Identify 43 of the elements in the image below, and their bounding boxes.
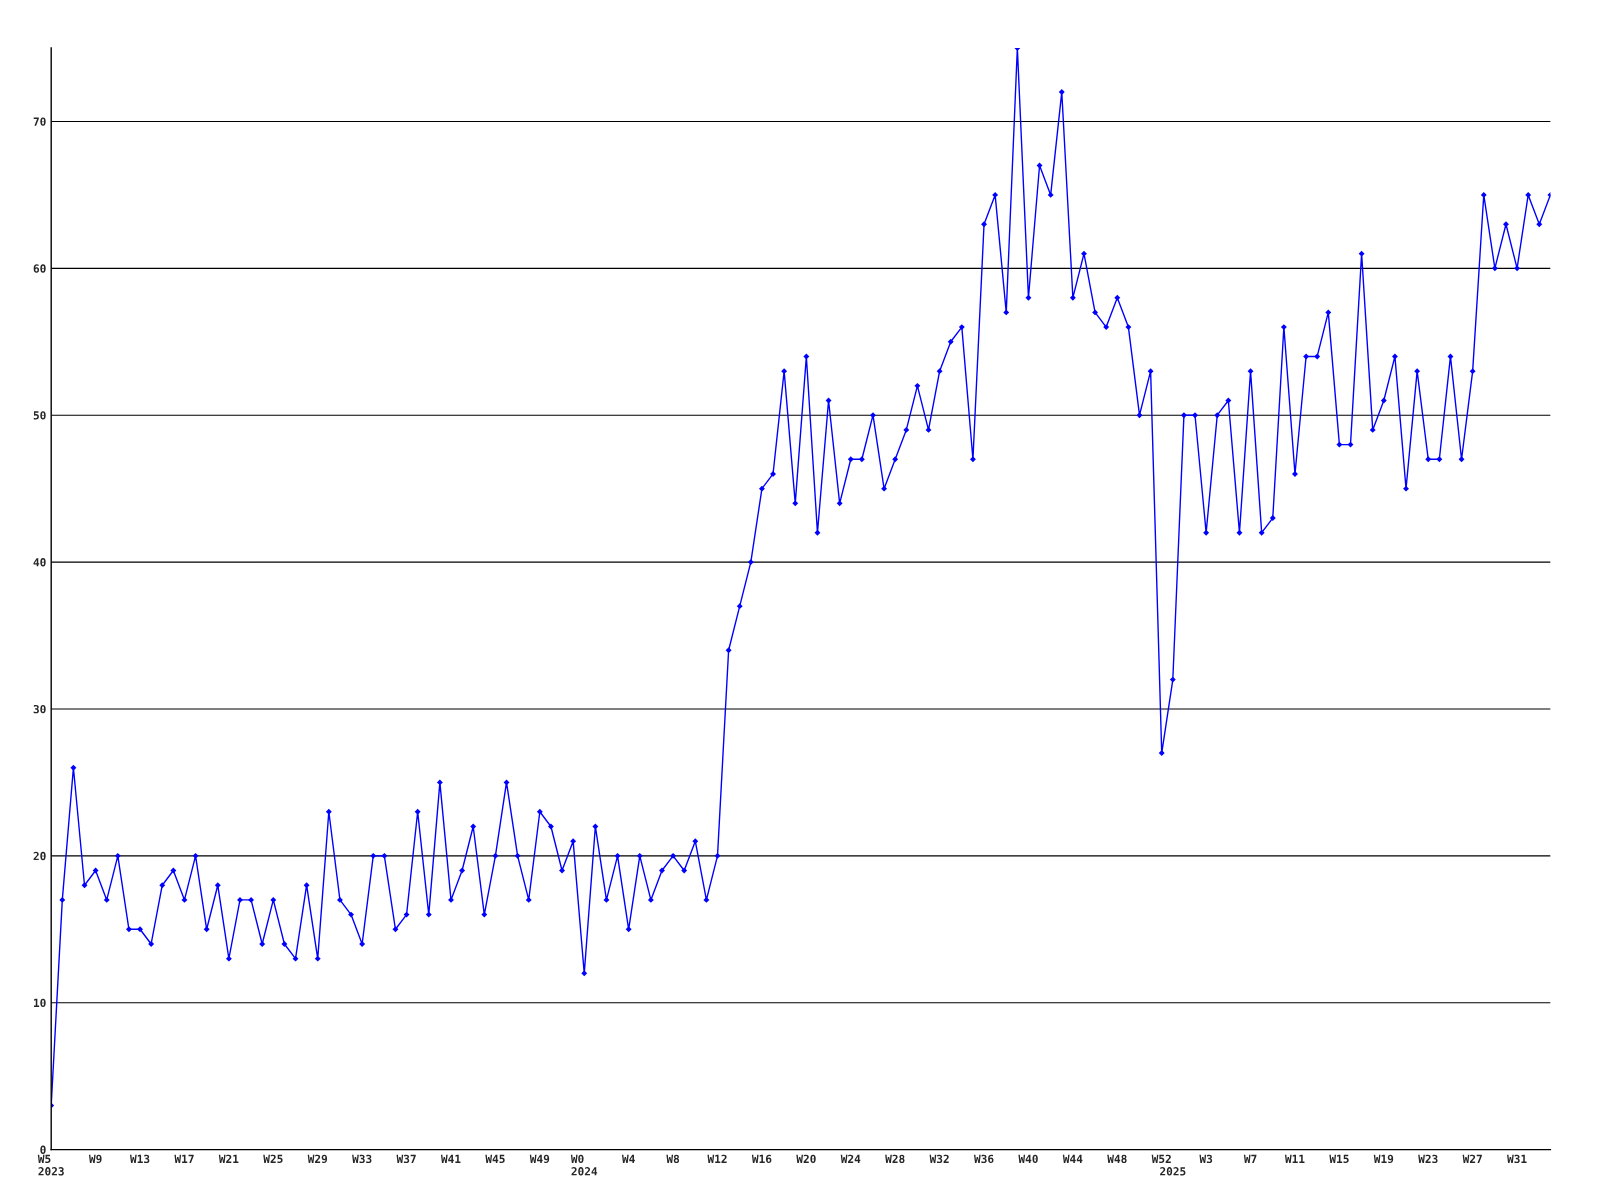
x-tick-label: W40 [1018,1154,1038,1164]
x-tick-label: W17 [174,1154,194,1163]
x-tick-label: W4 [621,1154,635,1163]
x-tick-label: W33 [352,1154,372,1164]
x-tick-label: W11 [1284,1154,1305,1163]
y-tick-label: 0 [40,1145,46,1154]
x-tick-label: W0 2024 [570,1154,598,1176]
x-tick-label: W8 [666,1154,680,1164]
x-tick-label: W7 [1243,1154,1257,1163]
x-tick-label: W5 2023 [37,1154,64,1176]
y-tick-label: 40 [33,558,46,567]
x-tick-label: W32 [929,1154,949,1164]
x-tick-label: W9 [88,1154,102,1164]
x-tick-label: W41 [440,1154,461,1163]
x-tick-label: W23 [1418,1154,1438,1164]
x-tick-label: W45 [485,1154,505,1164]
x-tick-label: W15 [1329,1154,1349,1164]
x-tick-label: W28 [885,1154,905,1164]
x-tick-label: W3 [1199,1154,1213,1164]
x-tick-label: W27 [1462,1154,1482,1163]
y-tick-label: 60 [33,264,46,273]
x-tick-label: W20 [796,1154,816,1164]
x-tick-label: W44 [1062,1154,1083,1163]
x-tick-label: W31 [1507,1154,1527,1164]
x-tick-label: W48 [1107,1154,1127,1164]
y-tick-label: 20 [33,851,46,861]
y-tick-label: 30 [33,704,46,714]
x-tick-label: W19 [1373,1154,1394,1164]
x-tick-label: 2025 [1160,1167,1186,1176]
x-tick-label: W25 [263,1154,283,1164]
x-tick-label: W49 [529,1154,550,1164]
y-tick-label: 50 [33,411,46,420]
x-tick-label: W29 [307,1154,328,1164]
x-tick-label: W16 [751,1154,772,1164]
x-tick-label: W52 [1151,1154,1171,1164]
x-tick-label: W37 [396,1154,416,1164]
x-tick-label: W12 [707,1154,727,1163]
x-tick-label: W24 [840,1154,861,1163]
y-tick-label: 70 [33,117,46,126]
y-tick-label: 10 [33,998,46,1008]
x-tick-label: W13 [130,1154,150,1164]
x-tick-label: W36 [974,1154,994,1164]
x-tick-label: W21 [218,1154,239,1163]
